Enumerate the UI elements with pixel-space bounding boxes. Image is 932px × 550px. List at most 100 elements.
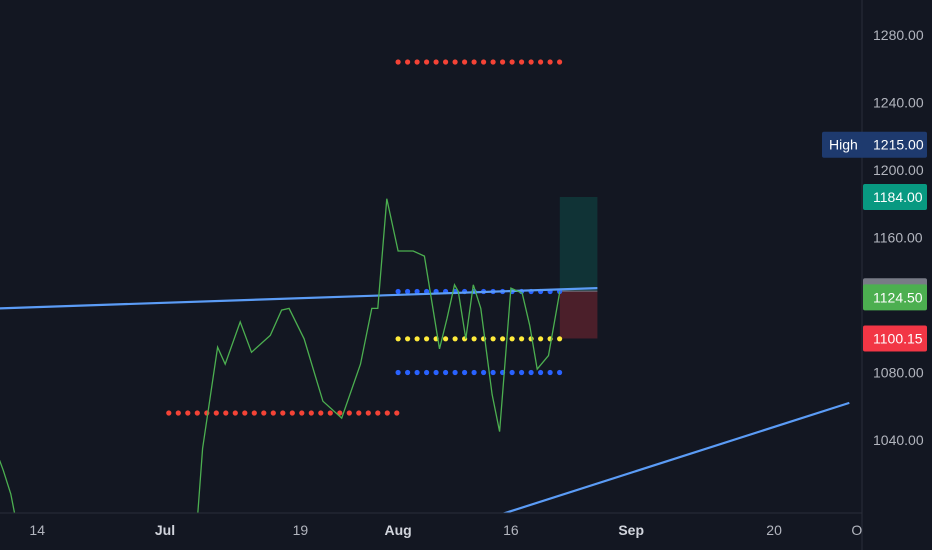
level-dot xyxy=(405,336,411,342)
level-dot xyxy=(538,59,544,65)
level-dot xyxy=(519,59,525,65)
level-dot xyxy=(280,410,286,416)
level-dot xyxy=(481,369,487,376)
level-dot xyxy=(414,288,420,295)
level-dot xyxy=(166,410,172,416)
position-target-zone[interactable] xyxy=(559,197,598,292)
level-dot xyxy=(365,410,371,416)
level-dot xyxy=(384,410,390,416)
level-dot xyxy=(433,369,439,376)
level-dot xyxy=(519,336,525,342)
price-series-line xyxy=(0,198,561,513)
level-dot xyxy=(452,369,458,376)
level-dot xyxy=(471,369,477,376)
level-dot xyxy=(395,288,401,295)
level-dot xyxy=(405,288,411,295)
level-dot xyxy=(500,336,506,342)
level-dot xyxy=(261,410,267,416)
dotted-level-3 xyxy=(395,369,563,376)
price-badge-label: High xyxy=(829,137,858,153)
price-badge: 1124.50 xyxy=(863,284,927,311)
level-dot xyxy=(547,59,553,65)
price-badge-value: 1215.00 xyxy=(873,137,924,153)
level-dot xyxy=(395,336,401,342)
level-dot xyxy=(337,410,343,416)
time-tick-label: 20 xyxy=(766,522,782,538)
level-dot xyxy=(471,59,477,65)
level-dot xyxy=(538,336,544,342)
price-tick-label: 1200.00 xyxy=(873,162,924,178)
level-dot xyxy=(443,336,449,342)
level-dot xyxy=(452,336,458,342)
level-dot xyxy=(270,410,276,416)
level-dot xyxy=(509,59,515,65)
level-dot xyxy=(509,336,515,342)
level-dot xyxy=(452,59,458,65)
time-axis[interactable]: 14 Jul 19 Aug 16 Sep 20 O xyxy=(29,522,862,538)
level-dot xyxy=(395,369,401,376)
level-dot xyxy=(490,336,496,342)
level-dot xyxy=(443,59,449,65)
price-tick-label: 1160.00 xyxy=(873,230,923,246)
trendline-1[interactable] xyxy=(443,401,850,533)
price-tick-label: 1240.00 xyxy=(873,95,924,111)
level-dot xyxy=(424,59,430,65)
level-dot xyxy=(356,410,362,416)
time-tick-label: Sep xyxy=(618,522,644,538)
level-dot xyxy=(481,59,487,65)
level-dot xyxy=(538,369,544,376)
price-badge: 1100.15 xyxy=(863,325,927,352)
level-dot xyxy=(490,369,496,376)
level-dot xyxy=(462,59,468,65)
level-dot xyxy=(424,336,430,342)
price-badge: 1184.00 xyxy=(863,184,927,210)
level-dot xyxy=(424,369,430,376)
level-dot xyxy=(346,410,352,416)
level-dot xyxy=(414,59,420,65)
dotted-level-4 xyxy=(166,410,400,416)
level-dot xyxy=(213,410,219,416)
level-dot xyxy=(509,369,515,376)
level-dot xyxy=(557,336,563,342)
level-dot xyxy=(251,410,257,416)
level-dot xyxy=(175,410,181,416)
level-dot xyxy=(519,369,525,376)
level-dot xyxy=(500,59,506,65)
price-tick-label: 1280.00 xyxy=(873,27,924,43)
price-badge: High 1215.00 xyxy=(822,131,927,158)
level-dot xyxy=(289,410,295,416)
level-dot xyxy=(414,336,420,342)
price-badge-bg xyxy=(822,131,927,158)
dotted-level-0 xyxy=(395,59,563,65)
level-dot xyxy=(395,59,401,65)
level-dot xyxy=(490,59,496,65)
time-tick-label: O xyxy=(851,522,862,538)
level-dot xyxy=(327,410,333,416)
level-dot xyxy=(223,410,229,416)
level-dot xyxy=(299,410,305,416)
level-dot xyxy=(308,410,314,416)
level-dot xyxy=(471,336,477,342)
time-tick-label: 19 xyxy=(293,522,309,538)
position-stop-zone[interactable] xyxy=(559,291,598,339)
level-dot xyxy=(394,410,400,416)
price-badge-bg xyxy=(863,284,927,311)
level-dot xyxy=(185,410,191,416)
trendline-0[interactable] xyxy=(0,287,598,310)
level-dot xyxy=(557,369,563,376)
price-badge-bg xyxy=(863,184,927,210)
level-dot xyxy=(528,59,534,65)
time-tick-label: 14 xyxy=(29,522,45,538)
level-dot xyxy=(318,410,324,416)
price-badge-bg xyxy=(863,325,927,352)
time-tick-label: Aug xyxy=(384,522,411,538)
level-dot xyxy=(405,369,411,376)
level-dot xyxy=(462,369,468,376)
level-dot xyxy=(194,410,200,416)
time-tick-label: Jul xyxy=(155,522,175,538)
plot-area[interactable] xyxy=(0,0,850,550)
level-dot xyxy=(242,410,248,416)
